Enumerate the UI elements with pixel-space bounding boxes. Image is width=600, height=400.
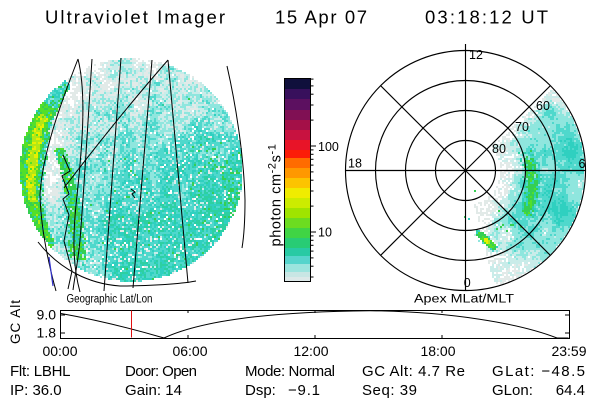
svg-text:Apex MLat/MLT: Apex MLat/MLT xyxy=(414,294,514,306)
svg-text:00:00: 00:00 xyxy=(42,343,77,359)
svg-text:12:00: 12:00 xyxy=(293,343,328,359)
svg-text:0: 0 xyxy=(464,276,471,290)
svg-text:06:00: 06:00 xyxy=(172,343,207,359)
svg-text:GC Alt: 4.7 Re: GC Alt: 4.7 Re xyxy=(362,363,465,380)
svg-text:23:59: 23:59 xyxy=(551,343,586,359)
svg-text:12: 12 xyxy=(469,48,483,62)
svg-text:Flt: LBHL: Flt: LBHL xyxy=(10,363,71,380)
svg-text:Gain: 14: Gain: 14 xyxy=(125,382,182,399)
svg-text:6: 6 xyxy=(579,157,586,171)
svg-text:GC Alt: GC Alt xyxy=(8,300,23,344)
svg-text:Seq: 39: Seq: 39 xyxy=(362,382,417,399)
svg-text:60: 60 xyxy=(536,99,550,113)
svg-text:10: 10 xyxy=(318,226,332,240)
svg-text:03:18:12 UT: 03:18:12 UT xyxy=(425,7,548,28)
svg-text:−9.1: −9.1 xyxy=(288,382,320,399)
svg-text:64.4: 64.4 xyxy=(556,382,585,399)
svg-text:Mode: Normal: Mode: Normal xyxy=(245,363,335,380)
svg-text:9.0: 9.0 xyxy=(37,307,57,323)
svg-text:GLon:: GLon: xyxy=(492,382,533,399)
svg-text:100: 100 xyxy=(318,140,339,154)
svg-text:18:00: 18:00 xyxy=(420,343,455,359)
svg-text:Door: Open: Door: Open xyxy=(125,363,197,380)
svg-text:70: 70 xyxy=(515,120,529,134)
svg-text:Geographic Lat/Lon: Geographic Lat/Lon xyxy=(67,294,153,306)
svg-text:15 Apr 07: 15 Apr 07 xyxy=(275,7,367,28)
svg-text:18: 18 xyxy=(348,157,362,171)
svg-text:1.8: 1.8 xyxy=(37,325,57,341)
svg-text:Dsp:: Dsp: xyxy=(245,382,276,399)
svg-text:80: 80 xyxy=(492,142,506,156)
svg-text:photon cm-2s-1: photon cm-2s-1 xyxy=(267,144,285,247)
svg-text:GLat: −48.5: GLat: −48.5 xyxy=(492,363,585,380)
svg-text:IP: 36.0: IP: 36.0 xyxy=(10,382,62,399)
